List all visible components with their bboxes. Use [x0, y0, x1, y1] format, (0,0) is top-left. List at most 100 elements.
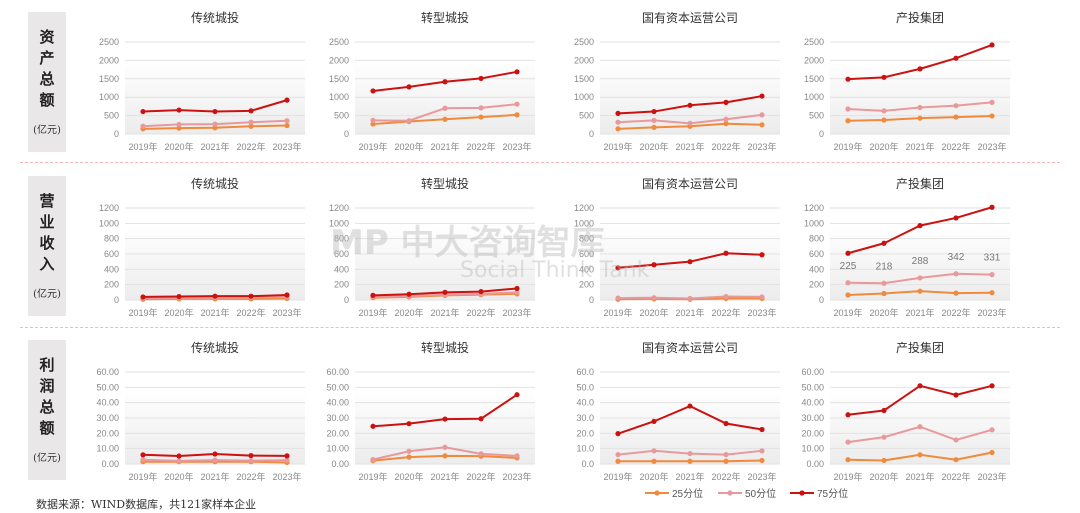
data-point	[140, 294, 146, 300]
x-tick-label: 2021年	[430, 141, 459, 152]
chart-panel: 转型城投 0 200 400 600 800 1000 1200 2019年 2020年 2021年…	[329, 176, 535, 318]
row-divider	[20, 327, 1060, 328]
data-point	[759, 122, 765, 128]
data-point	[212, 451, 218, 457]
data-point	[917, 424, 923, 430]
y-tick-label: 600	[104, 249, 119, 259]
data-point	[845, 457, 851, 463]
x-tick-label: 2023年	[747, 307, 776, 318]
y-tick-label: 60.00	[326, 367, 349, 377]
data-point	[406, 421, 412, 427]
data-point	[615, 295, 621, 301]
data-point	[881, 280, 887, 286]
y-tick-label: 50.0	[576, 382, 594, 392]
data-point	[687, 120, 693, 126]
y-tick-label: 10.00	[801, 444, 824, 454]
data-point	[514, 289, 520, 295]
y-tick-label: 500	[334, 111, 349, 121]
y-tick-label: 200	[334, 280, 349, 290]
x-tick-label: 2022年	[236, 141, 265, 152]
y-tick-label: 2000	[574, 55, 594, 65]
data-point	[881, 108, 887, 114]
data-point	[140, 457, 146, 463]
data-point	[248, 458, 254, 464]
x-tick-label: 2020年	[869, 307, 898, 318]
y-tick-label: 600	[334, 249, 349, 259]
y-tick-label: 1500	[804, 74, 824, 84]
data-point	[212, 125, 218, 131]
chart-panel: 传统城投 0 200 400 600 800 1000 1200 2019年 2020年 2021年…	[99, 176, 305, 318]
data-point	[248, 108, 254, 114]
y-tick-label: 0	[819, 129, 824, 139]
data-point	[248, 293, 254, 299]
data-point	[615, 119, 621, 125]
data-point	[759, 112, 765, 118]
data-point	[723, 452, 729, 458]
data-point	[651, 117, 657, 123]
chart-panel: 传统城投 0 500 1000 1500 2000 2500 2019年 2020年 2021年 2…	[99, 10, 305, 152]
x-tick-label: 2019年	[358, 471, 387, 482]
y-tick-label: 800	[334, 234, 349, 244]
legend-item: 25分位	[645, 487, 703, 500]
data-point	[845, 118, 851, 124]
y-tick-label: 20.00	[96, 428, 119, 438]
data-point	[370, 88, 376, 94]
data-point	[140, 123, 146, 129]
data-point	[845, 280, 851, 286]
y-tick-label: 0	[114, 129, 119, 139]
chart-panel: 传统城投 0.00 10.00 20.00 30.00 40.00 50.00 60.00 20…	[96, 340, 305, 482]
x-tick-label: 2020年	[639, 141, 668, 152]
data-point	[514, 285, 520, 292]
y-tick-label: 1000	[804, 92, 824, 102]
y-tick-label: 2000	[99, 55, 119, 65]
chart-title: 产投集团	[896, 176, 944, 191]
y-tick-label: 2500	[574, 37, 594, 47]
data-point	[687, 259, 693, 265]
data-point	[406, 118, 412, 124]
chart-title: 国有资本运营公司	[642, 11, 738, 25]
data-point	[723, 116, 729, 122]
data-point	[176, 453, 182, 459]
data-point	[989, 113, 995, 119]
data-point	[478, 288, 484, 295]
x-tick-label: 2022年	[711, 141, 740, 152]
data-point	[442, 289, 448, 295]
data-point	[759, 448, 765, 454]
data-label: 225	[840, 261, 857, 272]
x-tick-label: 2021年	[200, 307, 229, 318]
data-point	[212, 108, 218, 115]
data-point	[651, 124, 657, 130]
y-tick-label: 1500	[574, 74, 594, 84]
y-tick-label: 1200	[99, 203, 119, 213]
chart-panel: 产投集团 0 200 400 600 800 1000 1200 2019年 2020年 2021年…	[804, 176, 1010, 318]
y-tick-label: 40.00	[326, 398, 349, 408]
data-point	[615, 265, 621, 271]
x-tick-label: 2020年	[164, 141, 193, 152]
y-tick-label: 200	[809, 280, 824, 290]
data-point	[687, 102, 693, 108]
data-point	[881, 74, 887, 80]
legend-marker	[799, 490, 805, 496]
x-tick-label: 2019年	[128, 307, 157, 318]
data-point	[953, 55, 959, 61]
data-point	[845, 412, 851, 418]
x-tick-label: 2022年	[941, 471, 970, 482]
chart-title: 产投集团	[896, 10, 944, 25]
data-point	[651, 448, 657, 454]
data-point	[370, 117, 376, 123]
y-tick-label: 500	[104, 111, 119, 121]
y-tick-label: 0	[819, 295, 824, 305]
legend-item: 50分位	[718, 487, 776, 500]
data-point	[176, 121, 182, 128]
x-tick-label: 2022年	[466, 471, 495, 482]
y-tick-label: 60.00	[801, 367, 824, 377]
y-tick-label: 1000	[329, 92, 349, 102]
data-point	[687, 403, 693, 409]
data-point	[845, 106, 851, 112]
data-point	[370, 423, 376, 429]
chart-panel: 国有资本运营公司 0 500 1000 1500 2000 2500 2019年 2020年 20…	[574, 11, 780, 152]
y-tick-label: 50.00	[326, 382, 349, 392]
data-point	[370, 121, 376, 127]
data-point	[989, 272, 995, 278]
row-label-revenue: 营业收入 (亿元)	[28, 176, 66, 316]
